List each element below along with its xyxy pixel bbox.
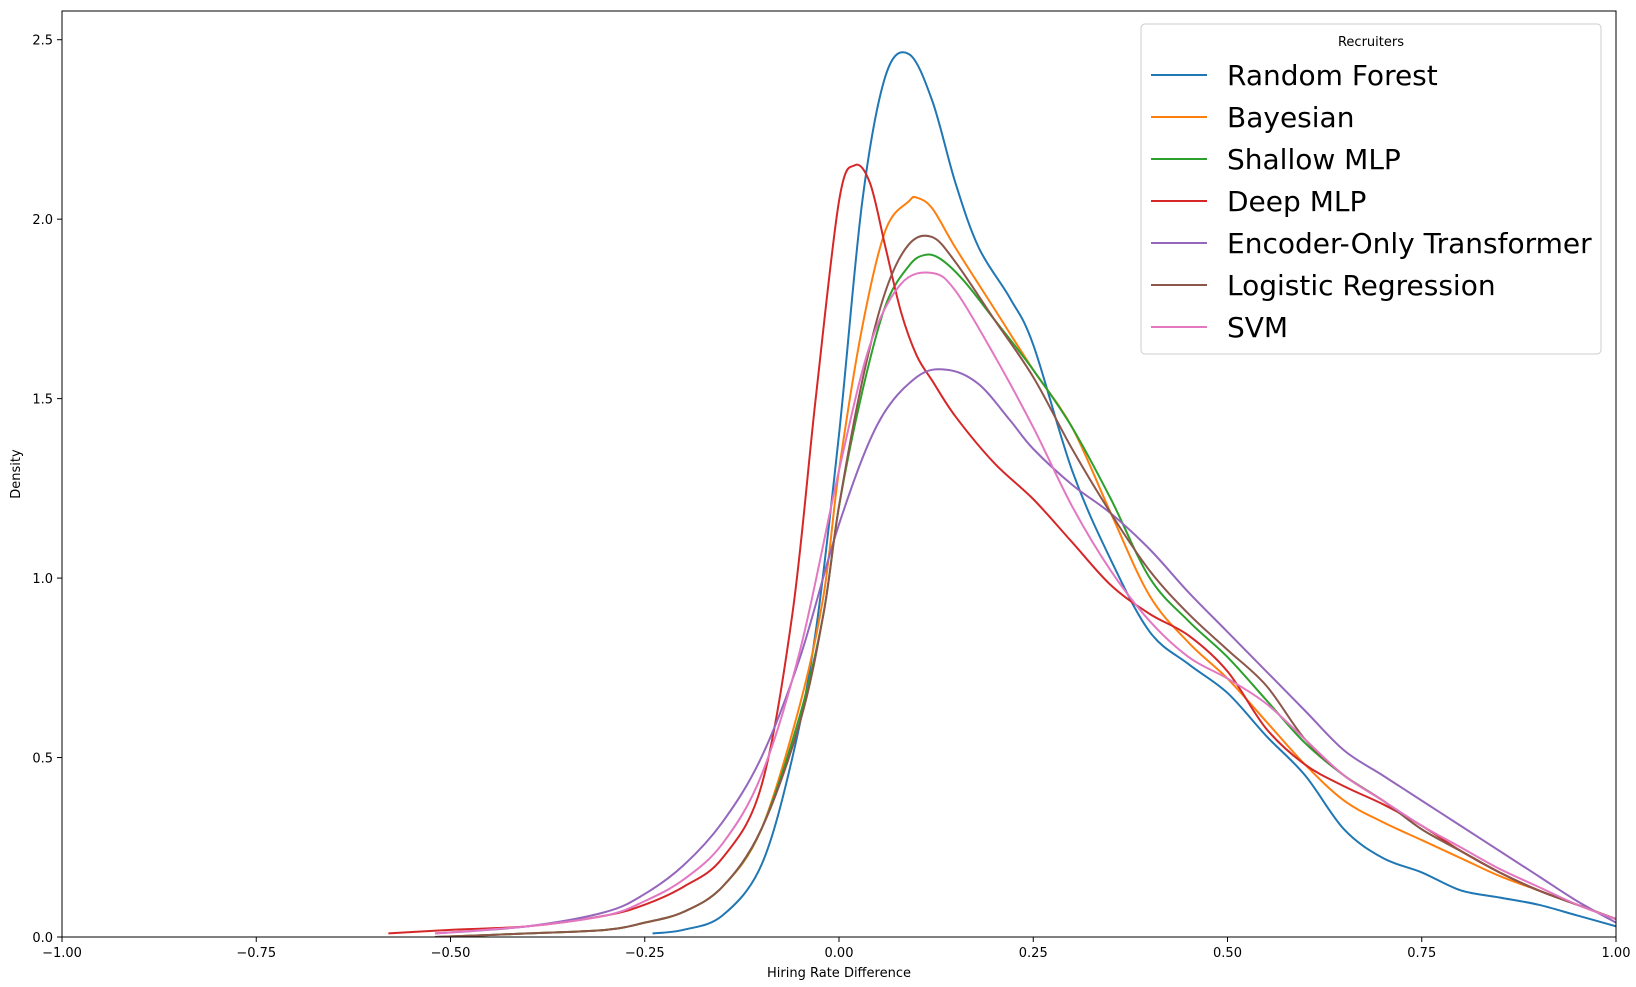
x-tick-label: −0.50 [431, 946, 471, 961]
x-tick-label: 1.00 [1602, 946, 1631, 961]
x-tick-label: 0.75 [1407, 946, 1436, 961]
y-axis-title: Density [9, 449, 24, 499]
x-tick-label: 0.50 [1213, 946, 1242, 961]
y-tick-label: 2.0 [32, 213, 53, 228]
legend: Recruiters Random Forest Bayesian Shallow … [1140, 23, 1602, 355]
y-tick-label: 1.0 [32, 572, 53, 587]
legend-label-random-forest: Random Forest [1227, 59, 1438, 92]
y-axis: 0.0 0.5 1.0 1.5 2.0 2.5 [32, 34, 62, 946]
x-axis: −1.00 −0.75 −0.50 −0.25 0.00 0.25 0.50 0.75 1.00 [42, 937, 1630, 961]
legend-label-bayesian: Bayesian [1227, 101, 1354, 134]
x-tick-label: 0.25 [1019, 946, 1048, 961]
x-tick-label: −0.25 [625, 946, 665, 961]
legend-label-logistic-regression: Logistic Regression [1227, 269, 1496, 302]
legend-label-shallow-mlp: Shallow MLP [1227, 143, 1401, 176]
series-layer [388, 51, 1616, 937]
x-axis-title: Hiring Rate Difference [767, 966, 911, 981]
legend-title: Recruiters [1338, 35, 1404, 50]
x-tick-label: −1.00 [42, 946, 82, 961]
series-line-logistic-regression [434, 234, 1616, 937]
y-tick-label: 2.5 [32, 34, 53, 49]
y-tick-label: 0.0 [32, 931, 53, 946]
series-line-encoder-only-transformer [434, 368, 1616, 935]
x-tick-label: 0.00 [825, 946, 854, 961]
series-line-deep-mlp [388, 163, 1616, 935]
series-line-svm [434, 271, 1616, 935]
y-tick-label: 1.5 [32, 393, 53, 408]
legend-label-encoder-only-transformer: Encoder-Only Transformer [1227, 227, 1592, 260]
x-tick-label: −0.75 [236, 946, 276, 961]
legend-box [1140, 23, 1602, 355]
legend-label-svm: SVM [1227, 311, 1288, 344]
legend-entries: Random Forest Bayesian Shallow MLP Deep MLP… [1151, 59, 1592, 344]
legend-label-deep-mlp: Deep MLP [1227, 185, 1366, 218]
y-tick-label: 0.5 [32, 752, 53, 767]
